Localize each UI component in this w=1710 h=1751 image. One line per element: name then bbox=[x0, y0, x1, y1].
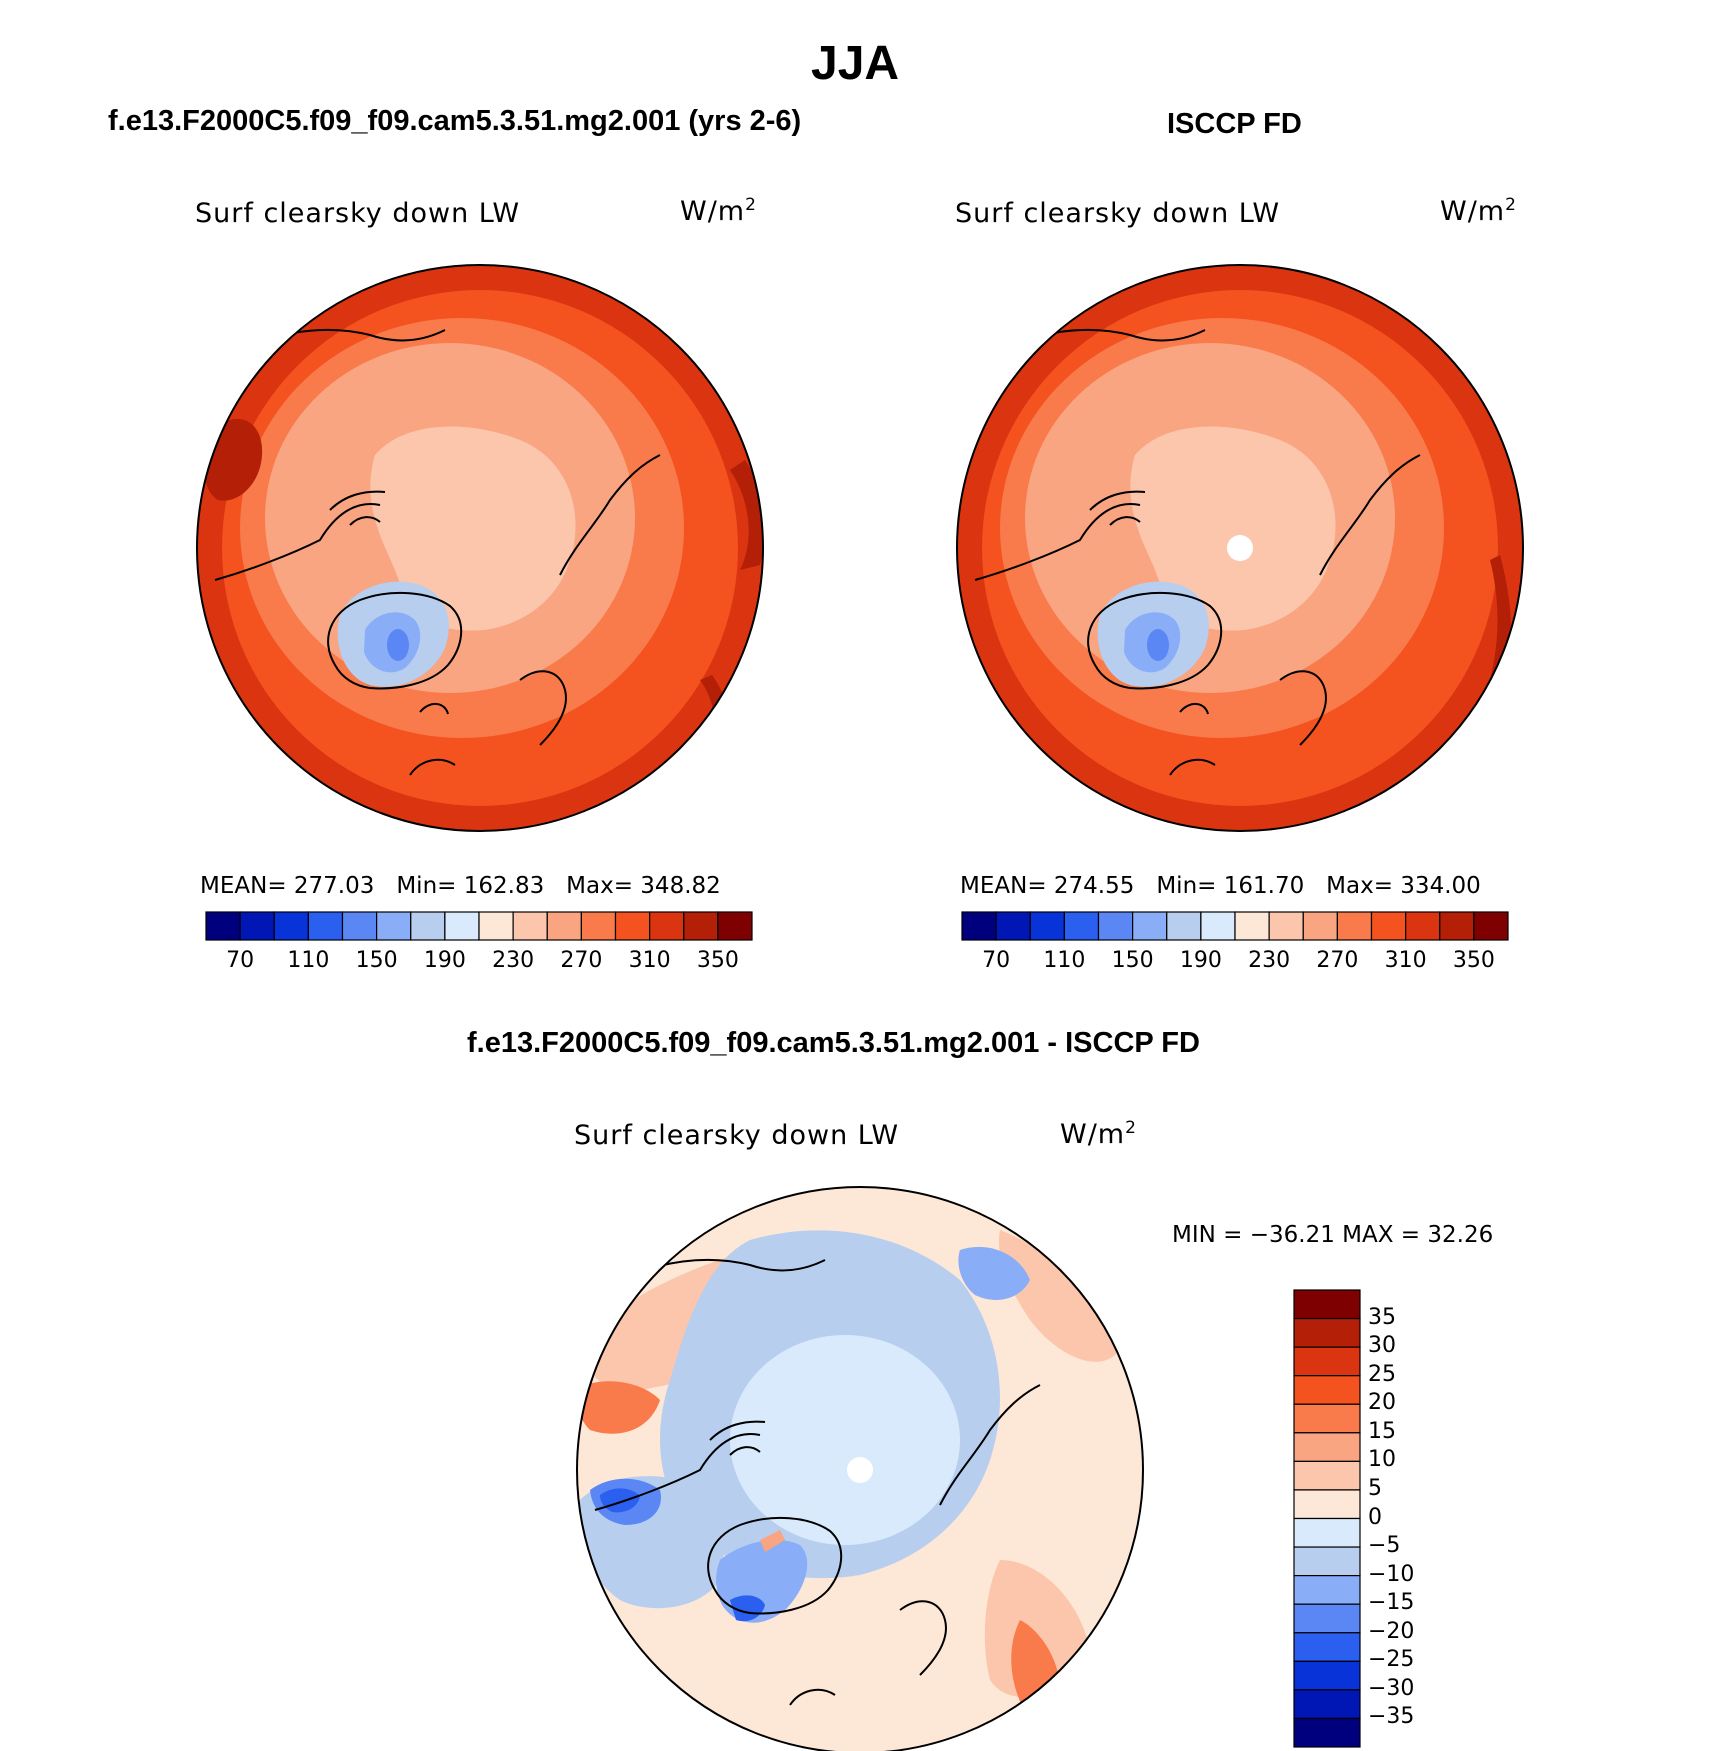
panel1-variable-label: Surf clearsky down LW bbox=[195, 198, 521, 229]
diff-colorbar-swatch-3 bbox=[1293, 1375, 1361, 1405]
diff-colorbar-tick-label: 15 bbox=[1368, 1418, 1396, 1444]
panel2-colorbar-swatch-9 bbox=[1268, 911, 1304, 941]
panel2-colorbar-swatch-14 bbox=[1439, 911, 1475, 941]
diff-colorbar-tick-label: −10 bbox=[1368, 1561, 1415, 1587]
panel1-colorbar-tick-label: 190 bbox=[423, 948, 466, 973]
panel2-colorbar-swatch-1 bbox=[995, 911, 1031, 941]
panel2-colorbar-swatch-7 bbox=[1200, 911, 1236, 941]
diff-colorbar-swatch-8 bbox=[1293, 1517, 1361, 1548]
panel1-colorbar-tick-label: 310 bbox=[628, 948, 671, 973]
panel1-colorbar-tick-label: 110 bbox=[287, 948, 330, 973]
panel2-colorbar-swatch-0 bbox=[961, 911, 997, 941]
diff-colorbar-swatch-1 bbox=[1293, 1317, 1361, 1348]
diff-colorbar bbox=[1293, 1289, 1361, 1748]
diff-colorbar-swatch-4 bbox=[1293, 1403, 1361, 1434]
panel1-colorbar-swatch-10 bbox=[546, 911, 582, 941]
panel1-map bbox=[197, 265, 763, 831]
panel2-case-title: ISCCP FD bbox=[1167, 108, 1302, 140]
diff-variable-label: Surf clearsky down LW bbox=[574, 1120, 900, 1151]
panel1-colorbar-swatch-9 bbox=[512, 911, 548, 941]
panel2-colorbar-swatch-10 bbox=[1302, 911, 1338, 941]
panel1-colorbar-swatch-15 bbox=[717, 911, 753, 941]
panel1-colorbar-swatch-1 bbox=[239, 911, 275, 941]
panel1-colorbar-swatch-5 bbox=[376, 911, 412, 941]
panel2-colorbar-swatch-5 bbox=[1132, 911, 1168, 941]
panel1-colorbar-swatch-13 bbox=[649, 911, 685, 941]
panel2-colorbar-tick-label: 230 bbox=[1248, 948, 1291, 973]
panel2-colorbar-tick-label: 190 bbox=[1179, 948, 1222, 973]
panel2-colorbar-swatch-3 bbox=[1063, 911, 1100, 941]
diff-colorbar-swatch-7 bbox=[1293, 1489, 1361, 1520]
diff-colorbar-tick-label: 35 bbox=[1368, 1304, 1396, 1330]
panel2-colorbar bbox=[961, 911, 1509, 941]
diff-units: W/m2 bbox=[1060, 1118, 1137, 1150]
diff-colorbar-tick-label: −35 bbox=[1368, 1704, 1415, 1730]
panel1-colorbar-swatch-6 bbox=[410, 911, 446, 941]
diff-colorbar-tick-label: 20 bbox=[1368, 1390, 1396, 1416]
panel1-colorbar-tick-label: 270 bbox=[560, 948, 603, 973]
panel2-colorbar-tick-label: 350 bbox=[1452, 948, 1495, 973]
diff-colorbar-tick-label: 5 bbox=[1368, 1475, 1382, 1501]
diff-case-title: f.e13.F2000C5.f09_f09.cam5.3.51.mg2.001 … bbox=[467, 1027, 1200, 1059]
diff-colorbar-swatch-6 bbox=[1293, 1460, 1361, 1491]
diff-colorbar-swatch-13 bbox=[1293, 1660, 1361, 1691]
panel1-units: W/m2 bbox=[680, 195, 757, 227]
panel2-colorbar-tick-label: 150 bbox=[1111, 948, 1154, 973]
panel2-stats: MEAN= 274.55 Min= 161.70 Max= 334.00 bbox=[960, 873, 1481, 899]
diff-colorbar-tick-label: −25 bbox=[1368, 1647, 1415, 1673]
diff-colorbar-swatch-10 bbox=[1293, 1575, 1361, 1605]
panel1-colorbar-swatch-7 bbox=[444, 911, 480, 941]
diff-colorbar-tick-label: 0 bbox=[1368, 1504, 1382, 1530]
panel1-colorbar-tick-label: 70 bbox=[226, 948, 255, 973]
panel1-colorbar-swatch-8 bbox=[478, 911, 514, 941]
panel2-colorbar-tick-label: 110 bbox=[1043, 948, 1086, 973]
diff-colorbar-swatch-2 bbox=[1293, 1346, 1361, 1377]
diff-colorbar-tick-label: 30 bbox=[1368, 1333, 1396, 1359]
panel1-colorbar-swatch-3 bbox=[307, 911, 344, 941]
diff-colorbar-tick-label: −5 bbox=[1368, 1533, 1401, 1559]
panel2-colorbar-swatch-13 bbox=[1405, 911, 1441, 941]
panel2-colorbar-tick-label: 70 bbox=[982, 948, 1011, 973]
diff-colorbar-tick-label: 10 bbox=[1368, 1447, 1396, 1473]
panel2-colorbar-swatch-8 bbox=[1234, 911, 1270, 941]
panel1-colorbar-tick-label: 150 bbox=[355, 948, 398, 973]
panel1-case-title: f.e13.F2000C5.f09_f09.cam5.3.51.mg2.001 … bbox=[108, 105, 802, 137]
panel1-colorbar-swatch-12 bbox=[614, 911, 651, 941]
panel2-colorbar-swatch-2 bbox=[1029, 911, 1065, 941]
panel1-colorbar-tick-label: 230 bbox=[492, 948, 535, 973]
diff-colorbar-swatch-11 bbox=[1293, 1603, 1361, 1634]
diff-stats: MIN = −36.21 MAX = 32.26 bbox=[1172, 1222, 1494, 1248]
diff-colorbar-swatch-15 bbox=[1293, 1717, 1361, 1748]
panel1-colorbar-tick-label: 350 bbox=[696, 948, 739, 973]
panel2-colorbar-swatch-11 bbox=[1336, 911, 1373, 941]
panel2-polar-hole bbox=[1227, 535, 1253, 561]
diff-polar-hole bbox=[847, 1457, 873, 1483]
diff-colorbar-swatch-12 bbox=[1293, 1632, 1361, 1662]
diff-colorbar-swatch-0 bbox=[1293, 1289, 1361, 1320]
diff-colorbar-tick-label: −20 bbox=[1368, 1618, 1415, 1644]
panel2-colorbar-swatch-15 bbox=[1473, 911, 1509, 941]
diff-colorbar-tick-label: −15 bbox=[1368, 1590, 1415, 1616]
season-title: JJA bbox=[811, 37, 900, 90]
panel2-variable-label: Surf clearsky down LW bbox=[955, 198, 1281, 229]
panel2-colorbar-tick-label: 310 bbox=[1384, 948, 1427, 973]
diff-colorbar-tick-label: −30 bbox=[1368, 1675, 1415, 1701]
diff-colorbar-swatch-9 bbox=[1293, 1546, 1361, 1577]
panel1-colorbar-swatch-2 bbox=[273, 911, 309, 941]
diff-colorbar-swatch-14 bbox=[1293, 1689, 1361, 1720]
panel1-colorbar-swatch-11 bbox=[580, 911, 617, 941]
panel2-colorbar-swatch-12 bbox=[1370, 911, 1407, 941]
diff-colorbar-tick-label: 25 bbox=[1368, 1361, 1396, 1387]
panel1-colorbar bbox=[205, 911, 753, 941]
panel1-colorbar-swatch-14 bbox=[683, 911, 719, 941]
panel2-colorbar-swatch-6 bbox=[1166, 911, 1202, 941]
panel2-colorbar-tick-label: 270 bbox=[1316, 948, 1359, 973]
panel1-colorbar-swatch-0 bbox=[205, 911, 241, 941]
panel1-stats: MEAN= 277.03 Min= 162.83 Max= 348.82 bbox=[200, 873, 721, 899]
diff-colorbar-swatch-5 bbox=[1293, 1432, 1361, 1462]
panel2-units: W/m2 bbox=[1440, 195, 1517, 227]
panel1-colorbar-swatch-4 bbox=[341, 911, 378, 941]
panel2-colorbar-swatch-4 bbox=[1097, 911, 1134, 941]
